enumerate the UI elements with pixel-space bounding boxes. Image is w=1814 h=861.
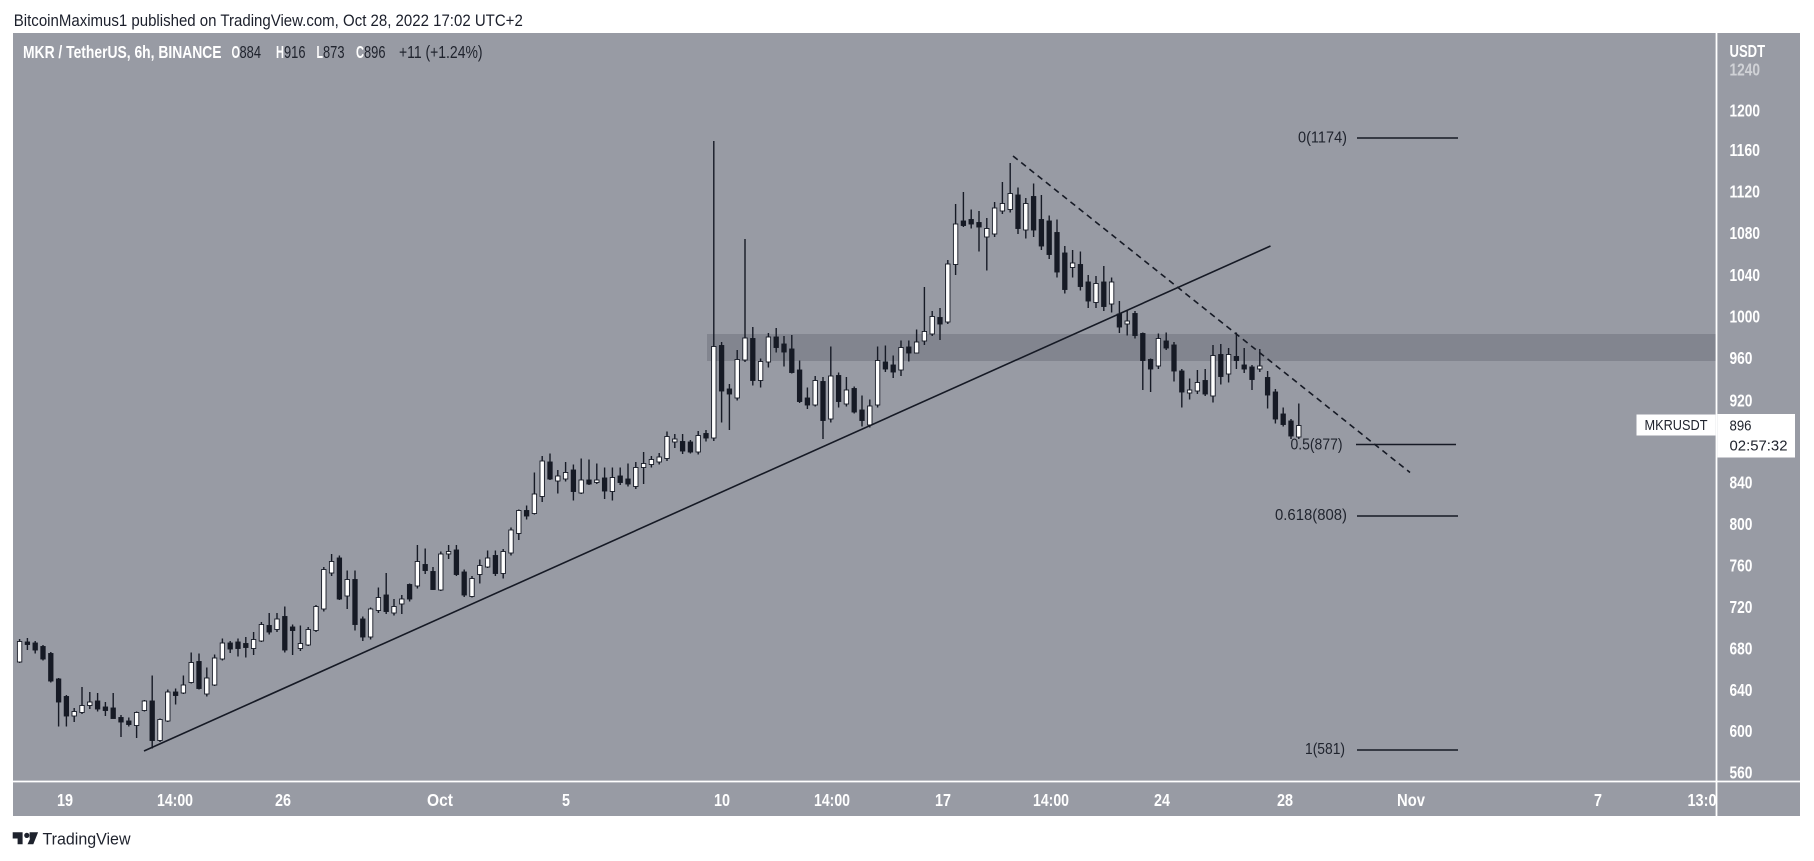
svg-text:0(1174): 0(1174) xyxy=(1298,130,1347,147)
svg-text:BitcoinMaximus1 published on T: BitcoinMaximus1 published on TradingView… xyxy=(14,11,523,30)
svg-text:873: 873 xyxy=(323,42,345,62)
svg-text:1(581): 1(581) xyxy=(1305,741,1345,758)
svg-text:0.5(877): 0.5(877) xyxy=(1291,437,1343,454)
svg-text:1240: 1240 xyxy=(1730,60,1761,80)
svg-text:10: 10 xyxy=(714,790,730,810)
svg-text:USDT: USDT xyxy=(1730,41,1766,61)
svg-text:960: 960 xyxy=(1730,348,1753,368)
svg-text:17: 17 xyxy=(935,790,951,810)
svg-text:1040: 1040 xyxy=(1730,265,1761,285)
svg-text:14:00: 14:00 xyxy=(814,790,850,810)
svg-text:5: 5 xyxy=(562,790,570,810)
svg-text:916: 916 xyxy=(284,42,306,62)
svg-text:560: 560 xyxy=(1730,763,1753,783)
svg-text:TradingView: TradingView xyxy=(43,831,131,849)
svg-text:1120: 1120 xyxy=(1730,182,1761,202)
svg-text:760: 760 xyxy=(1730,556,1753,576)
svg-text:19: 19 xyxy=(57,790,73,810)
svg-text:896: 896 xyxy=(364,42,386,62)
svg-text:0.618(808): 0.618(808) xyxy=(1275,507,1347,524)
svg-text:14:00: 14:00 xyxy=(157,790,193,810)
svg-text:Oct: Oct xyxy=(427,790,453,810)
svg-text:+11 (+1.24%): +11 (+1.24%) xyxy=(399,42,483,62)
svg-text:1200: 1200 xyxy=(1730,101,1761,121)
svg-text:7: 7 xyxy=(1594,790,1602,810)
svg-text:1160: 1160 xyxy=(1730,140,1761,160)
svg-text:26: 26 xyxy=(275,790,291,810)
svg-text:840: 840 xyxy=(1730,473,1753,493)
svg-text:680: 680 xyxy=(1730,639,1753,659)
svg-text:600: 600 xyxy=(1730,721,1753,741)
svg-text:O: O xyxy=(232,42,241,62)
svg-text:13:0: 13:0 xyxy=(1688,790,1717,810)
svg-text:720: 720 xyxy=(1730,597,1753,617)
svg-text:24: 24 xyxy=(1154,790,1170,810)
svg-text:640: 640 xyxy=(1730,680,1753,700)
svg-text:MKR / TetherUS, 6h, BINANCE: MKR / TetherUS, 6h, BINANCE xyxy=(23,42,222,62)
svg-text:02:57:32: 02:57:32 xyxy=(1730,438,1788,455)
svg-text:884: 884 xyxy=(240,42,262,62)
svg-text:896: 896 xyxy=(1730,418,1752,435)
svg-text:1080: 1080 xyxy=(1730,223,1761,243)
svg-text:MKRUSDT: MKRUSDT xyxy=(1645,417,1708,434)
svg-text:Nov: Nov xyxy=(1397,790,1425,810)
svg-text:1000: 1000 xyxy=(1730,307,1761,327)
svg-text:920: 920 xyxy=(1730,391,1753,411)
svg-text:800: 800 xyxy=(1730,514,1753,534)
svg-text:28: 28 xyxy=(1277,790,1293,810)
svg-text:H: H xyxy=(276,42,284,62)
svg-text:14:00: 14:00 xyxy=(1033,790,1069,810)
svg-text:L: L xyxy=(317,42,324,62)
svg-text:C: C xyxy=(356,42,364,62)
